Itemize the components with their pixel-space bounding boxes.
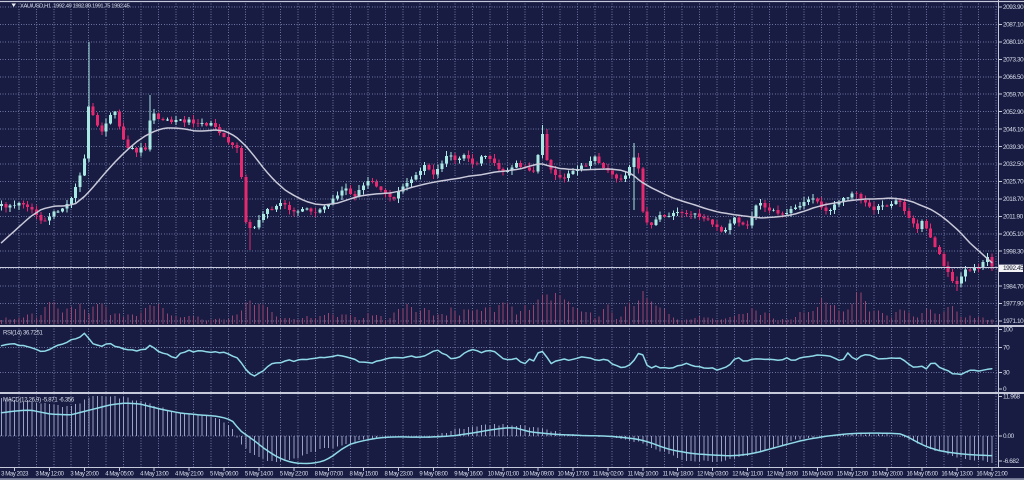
svg-text:3 May 12:00: 3 May 12:00 [35, 471, 64, 477]
svg-text:11 May 18:00: 11 May 18:00 [662, 471, 694, 477]
svg-text:11.968: 11.968 [1003, 394, 1021, 401]
svg-text:4 May 05:00: 4 May 05:00 [105, 471, 134, 477]
svg-text:8 May 15:00: 8 May 15:00 [350, 471, 379, 477]
svg-text:30: 30 [1003, 370, 1010, 377]
svg-text:5 May 14:00: 5 May 14:00 [245, 471, 274, 477]
svg-text:XAU/USD,H1 1992.49 1992.89 19: XAU/USD,H1 1992.49 1992.89 1991.75 1992.… [20, 4, 130, 10]
svg-text:2059.70: 2059.70 [1003, 91, 1024, 98]
svg-text:11 May 10:00: 11 May 10:00 [628, 471, 660, 477]
svg-text:2046.10: 2046.10 [1003, 126, 1024, 133]
svg-text:10 May 09:00: 10 May 09:00 [523, 471, 555, 477]
svg-text:MACD(12,26,9) -5.871 -6.356: MACD(12,26,9) -5.871 -6.356 [3, 398, 75, 404]
svg-text:2039.30: 2039.30 [1003, 144, 1024, 151]
svg-text:10 May 17:00: 10 May 17:00 [558, 471, 590, 477]
svg-text:2011.90: 2011.90 [1003, 214, 1024, 221]
svg-text:1998.30: 1998.30 [1003, 248, 1024, 255]
svg-text:70: 70 [1003, 345, 1010, 352]
svg-text:1977.90: 1977.90 [1003, 301, 1024, 308]
svg-text:-6.682: -6.682 [1003, 458, 1020, 465]
svg-text:0: 0 [1003, 386, 1007, 393]
svg-text:9 May 08:00: 9 May 08:00 [419, 471, 448, 477]
svg-text:8 May 07:00: 8 May 07:00 [315, 471, 344, 477]
svg-text:16 May 21:00: 16 May 21:00 [976, 471, 1008, 477]
svg-text:12 May 19:00: 12 May 19:00 [767, 471, 799, 477]
svg-text:RSI(14) 36.7251: RSI(14) 36.7251 [3, 331, 43, 337]
svg-text:3 May 20:00: 3 May 20:00 [70, 471, 99, 477]
svg-text:2093.90: 2093.90 [1003, 4, 1024, 11]
svg-text:16 May 05:00: 16 May 05:00 [907, 471, 939, 477]
svg-text:1971.10: 1971.10 [1003, 318, 1024, 325]
svg-text:16 May 13:00: 16 May 13:00 [941, 471, 973, 477]
svg-text:2025.70: 2025.70 [1003, 179, 1024, 186]
svg-text:5 May 06:00: 5 May 06:00 [210, 471, 239, 477]
svg-text:2080.10: 2080.10 [1003, 39, 1024, 46]
svg-text:15 May 20:00: 15 May 20:00 [872, 471, 904, 477]
svg-text:3 May 2023: 3 May 2023 [1, 471, 29, 477]
svg-text:0.00: 0.00 [1003, 433, 1015, 440]
svg-text:2066.50: 2066.50 [1003, 74, 1024, 81]
svg-text:2073.30: 2073.30 [1003, 57, 1024, 64]
svg-text:11 May 02:00: 11 May 02:00 [593, 471, 625, 477]
svg-text:8 May 23:00: 8 May 23:00 [384, 471, 413, 477]
svg-text:15 May 04:00: 15 May 04:00 [802, 471, 834, 477]
svg-text:100: 100 [1003, 327, 1013, 334]
svg-text:4 May 13:00: 4 May 13:00 [140, 471, 169, 477]
svg-text:2052.90: 2052.90 [1003, 109, 1024, 116]
svg-text:15 May 12:00: 15 May 12:00 [837, 471, 869, 477]
svg-text:9 May 16:00: 9 May 16:00 [454, 471, 483, 477]
svg-text:1984.70: 1984.70 [1003, 283, 1024, 290]
svg-text:10 May 01:00: 10 May 01:00 [488, 471, 520, 477]
svg-text:5 May 22:00: 5 May 22:00 [280, 471, 309, 477]
svg-text:12 May 11:00: 12 May 11:00 [732, 471, 764, 477]
svg-text:2005.10: 2005.10 [1003, 231, 1024, 238]
svg-text:12 May 03:00: 12 May 03:00 [697, 471, 729, 477]
svg-text:2018.70: 2018.70 [1003, 196, 1024, 203]
svg-text:2032.50: 2032.50 [1003, 161, 1024, 168]
svg-text:1992.45: 1992.45 [1003, 265, 1024, 272]
svg-text:2087.10: 2087.10 [1003, 22, 1024, 29]
svg-text:4 May 21:00: 4 May 21:00 [175, 471, 204, 477]
